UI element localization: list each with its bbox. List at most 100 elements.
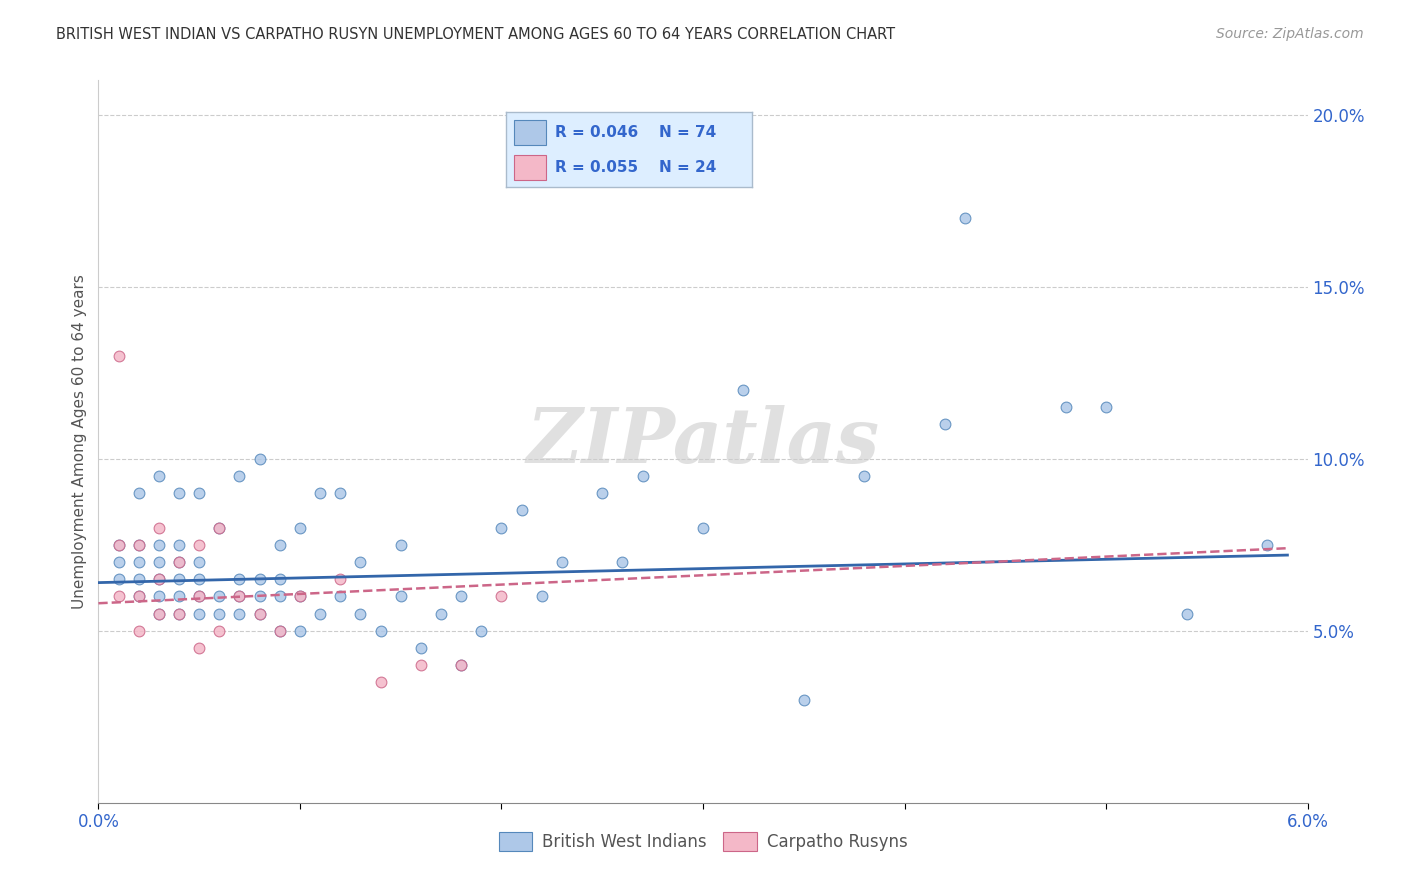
Point bbox=[329, 572, 352, 586]
Point bbox=[370, 624, 392, 638]
Point bbox=[188, 555, 211, 569]
Point bbox=[249, 572, 271, 586]
Legend: British West Indians, Carpatho Rusyns: British West Indians, Carpatho Rusyns bbox=[491, 823, 915, 860]
Point bbox=[128, 624, 150, 638]
FancyBboxPatch shape bbox=[513, 154, 546, 179]
Point bbox=[128, 486, 150, 500]
Point bbox=[470, 624, 492, 638]
Point bbox=[148, 590, 170, 604]
Point bbox=[1095, 400, 1118, 414]
Point bbox=[128, 572, 150, 586]
Point bbox=[934, 417, 956, 432]
Point bbox=[249, 451, 271, 466]
Point bbox=[269, 590, 291, 604]
Point bbox=[148, 572, 170, 586]
Point bbox=[128, 555, 150, 569]
Point bbox=[853, 469, 876, 483]
Point bbox=[107, 349, 129, 363]
Point bbox=[208, 520, 231, 534]
Point bbox=[167, 555, 190, 569]
Point bbox=[228, 607, 250, 621]
Point bbox=[188, 590, 211, 604]
Point bbox=[370, 675, 392, 690]
Point bbox=[510, 503, 533, 517]
Point bbox=[349, 555, 371, 569]
Point bbox=[389, 538, 412, 552]
Point bbox=[612, 555, 634, 569]
Text: BRITISH WEST INDIAN VS CARPATHO RUSYN UNEMPLOYMENT AMONG AGES 60 TO 64 YEARS COR: BRITISH WEST INDIAN VS CARPATHO RUSYN UN… bbox=[56, 27, 896, 42]
Point bbox=[128, 590, 150, 604]
Point bbox=[167, 555, 190, 569]
Point bbox=[128, 538, 150, 552]
Point bbox=[288, 590, 311, 604]
Point bbox=[269, 538, 291, 552]
Point bbox=[309, 607, 332, 621]
Point bbox=[128, 538, 150, 552]
Point bbox=[450, 590, 472, 604]
Point bbox=[188, 538, 211, 552]
Point bbox=[107, 538, 129, 552]
Point bbox=[349, 607, 371, 621]
Point bbox=[167, 607, 190, 621]
Point bbox=[409, 658, 432, 673]
Point bbox=[1054, 400, 1077, 414]
Point bbox=[208, 590, 231, 604]
Point bbox=[107, 538, 129, 552]
Point bbox=[188, 640, 211, 655]
Point bbox=[631, 469, 654, 483]
Point bbox=[591, 486, 613, 500]
Point bbox=[1175, 607, 1198, 621]
Point bbox=[288, 624, 311, 638]
Point bbox=[208, 624, 231, 638]
Point bbox=[228, 590, 250, 604]
Point bbox=[167, 538, 190, 552]
Point bbox=[329, 590, 352, 604]
Text: R = 0.046: R = 0.046 bbox=[555, 125, 638, 140]
Point bbox=[167, 486, 190, 500]
Point bbox=[793, 692, 815, 706]
Text: N = 74: N = 74 bbox=[658, 125, 716, 140]
Point bbox=[128, 590, 150, 604]
Point bbox=[148, 572, 170, 586]
Point bbox=[269, 624, 291, 638]
Point bbox=[148, 555, 170, 569]
Point bbox=[269, 624, 291, 638]
Point bbox=[309, 486, 332, 500]
Point bbox=[430, 607, 453, 621]
Point bbox=[491, 590, 513, 604]
Point bbox=[148, 538, 170, 552]
Point bbox=[188, 486, 211, 500]
Text: ZIPatlas: ZIPatlas bbox=[526, 405, 880, 478]
Point bbox=[450, 658, 472, 673]
Point bbox=[167, 607, 190, 621]
Point bbox=[530, 590, 553, 604]
Point bbox=[288, 520, 311, 534]
Point bbox=[249, 607, 271, 621]
Point bbox=[107, 590, 129, 604]
Point bbox=[692, 520, 714, 534]
Point bbox=[148, 469, 170, 483]
Point bbox=[208, 607, 231, 621]
Text: N = 24: N = 24 bbox=[658, 160, 716, 175]
Point bbox=[1256, 538, 1278, 552]
Point bbox=[228, 572, 250, 586]
Point bbox=[188, 590, 211, 604]
Point bbox=[329, 486, 352, 500]
Point bbox=[450, 658, 472, 673]
Text: Source: ZipAtlas.com: Source: ZipAtlas.com bbox=[1216, 27, 1364, 41]
Point bbox=[167, 590, 190, 604]
Point bbox=[208, 520, 231, 534]
Point bbox=[409, 640, 432, 655]
Point bbox=[148, 520, 170, 534]
Point bbox=[249, 590, 271, 604]
Point bbox=[188, 607, 211, 621]
Text: R = 0.055: R = 0.055 bbox=[555, 160, 638, 175]
Point bbox=[733, 383, 755, 397]
Point bbox=[228, 590, 250, 604]
Point bbox=[389, 590, 412, 604]
Point bbox=[953, 211, 976, 225]
Point bbox=[167, 572, 190, 586]
Point bbox=[148, 607, 170, 621]
Point bbox=[107, 572, 129, 586]
Point bbox=[551, 555, 574, 569]
